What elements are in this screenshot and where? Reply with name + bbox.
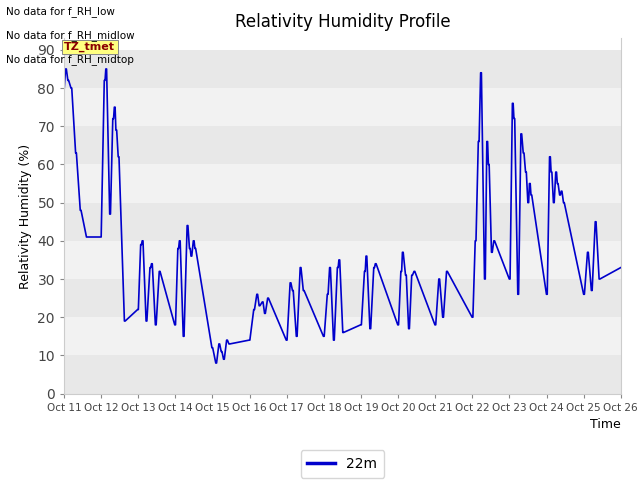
- Y-axis label: Relativity Humidity (%): Relativity Humidity (%): [19, 144, 32, 288]
- Title: Relativity Humidity Profile: Relativity Humidity Profile: [235, 13, 450, 31]
- Bar: [64, 203, 621, 241]
- X-axis label: Time: Time: [590, 418, 621, 431]
- Bar: [64, 317, 621, 355]
- Text: No data for f_RH_low: No data for f_RH_low: [6, 6, 115, 17]
- Text: No data for f_RH_midlow: No data for f_RH_midlow: [6, 30, 135, 41]
- Bar: [64, 279, 621, 317]
- Bar: [64, 50, 621, 88]
- Bar: [64, 165, 621, 203]
- Legend: 22m: 22m: [301, 450, 384, 478]
- Text: No data for f_RH_midtop: No data for f_RH_midtop: [6, 54, 134, 65]
- Bar: [64, 88, 621, 126]
- Bar: [64, 241, 621, 279]
- Bar: [64, 126, 621, 165]
- Bar: [64, 355, 621, 394]
- Text: TZ_tmet: TZ_tmet: [65, 42, 115, 52]
